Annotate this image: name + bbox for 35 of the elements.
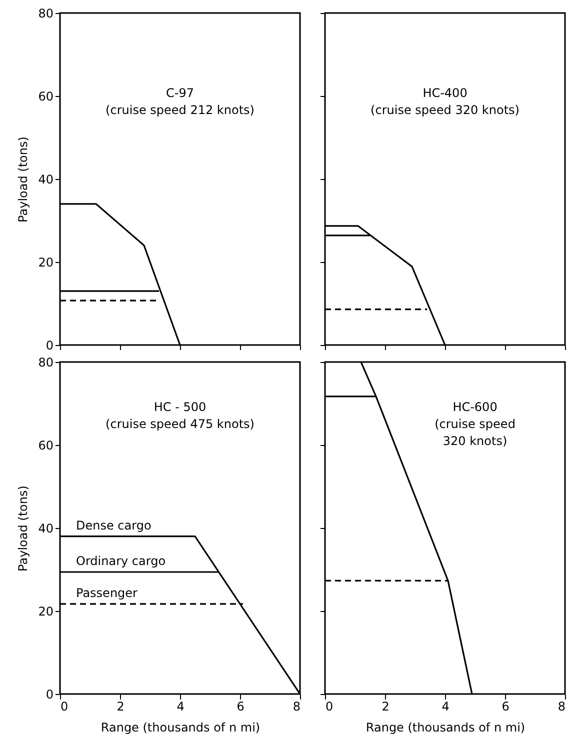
- text: (cruise speed 320 knots): [434, 417, 516, 448]
- series-label: Ordinary cargo: [76, 554, 166, 568]
- x-tick-label: 8: [292, 700, 300, 714]
- x-tick-label: 0: [326, 700, 334, 714]
- y-tick-label: 60: [38, 90, 54, 104]
- x-tick-label: 4: [442, 700, 450, 714]
- y-tick-label: 20: [38, 256, 54, 270]
- x-tick-label: 6: [236, 700, 244, 714]
- y-tick-label: 40: [38, 172, 54, 186]
- series-label: Passenger: [76, 586, 138, 600]
- text: (cruise speed 212 knots): [106, 103, 254, 117]
- y-tick-label: 60: [38, 438, 54, 452]
- x-axis-title: Range (thousands of n mi): [366, 720, 526, 734]
- text: (cruise speed 320 knots): [370, 103, 520, 117]
- y-tick-label: 40: [38, 522, 54, 536]
- text: (cruise speed 475 knots): [106, 417, 254, 431]
- y-tick-label: 20: [38, 604, 54, 618]
- x-tick-label: 0: [60, 700, 68, 714]
- text: HC - 500: [154, 400, 206, 414]
- x-tick-label: 8: [558, 700, 566, 714]
- x-tick-label: 6: [502, 700, 510, 714]
- x-axis-title: Range (thousands of n mi): [100, 720, 260, 734]
- y-axis-title: Payload (tons): [16, 486, 30, 572]
- y-tick-label: 80: [38, 356, 54, 370]
- y-tick-label: 80: [38, 6, 54, 20]
- y-tick-label: 0: [46, 338, 54, 352]
- legend-label: Dense cargo: [76, 518, 152, 532]
- text: C-97: [166, 86, 194, 100]
- x-tick-label: 2: [116, 700, 124, 714]
- text: HC-600: [452, 400, 498, 414]
- x-tick-label: 2: [382, 700, 390, 714]
- x-tick-label: 4: [176, 700, 184, 714]
- text: HC-400: [422, 86, 468, 100]
- y-tick-label: 0: [46, 688, 54, 702]
- y-axis-title: Payload (tons): [16, 136, 30, 222]
